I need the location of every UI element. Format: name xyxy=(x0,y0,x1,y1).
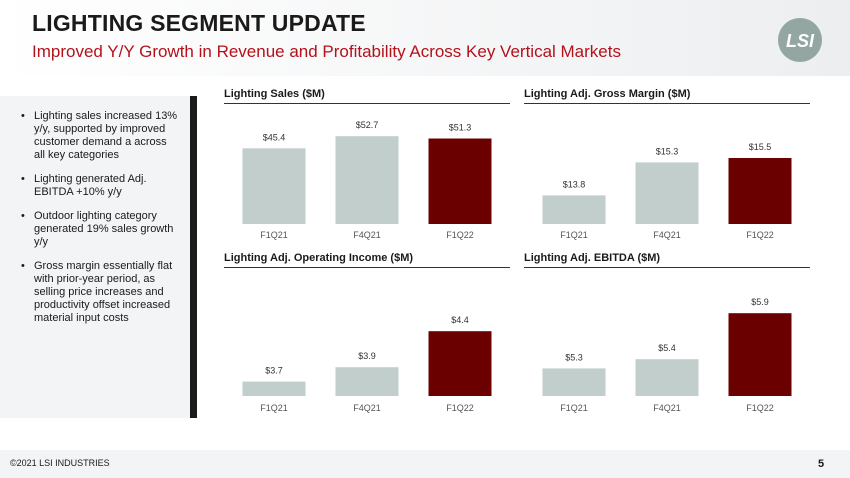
lsi-logo-circle xyxy=(778,18,822,62)
bar-f1q21 xyxy=(242,381,306,396)
lighting-sales-chart: Lighting Sales ($M) $45.4 F1Q21 $52.7 F4Q21… xyxy=(224,88,510,248)
data-label: $45.4 xyxy=(263,132,286,142)
slide-subtitle: Improved Y/Y Growth in Revenue and Profi… xyxy=(32,42,621,61)
data-label: $15.5 xyxy=(749,142,772,152)
bar-f1q21 xyxy=(542,195,606,224)
bar-f1q21 xyxy=(242,148,306,224)
bullet-item: Gross margin essentially flat with prior… xyxy=(20,260,180,325)
category-tick-label: F4Q21 xyxy=(353,403,381,413)
chart-title: Lighting Adj. Operating Income ($M) xyxy=(224,252,414,264)
page-number: 5 xyxy=(818,458,825,470)
chart-plot: $5.3 F1Q21 $5.4 F4Q21 $5.9 F1Q22 xyxy=(542,297,792,413)
chart-title-rule xyxy=(524,103,810,104)
copyright-text: ©2021 LSI INDUSTRIES xyxy=(10,458,110,468)
category-tick-label: F1Q21 xyxy=(260,403,288,413)
data-label: $5.3 xyxy=(565,352,583,362)
category-tick-label: F4Q21 xyxy=(653,230,681,240)
operating-income-chart: Lighting Adj. Operating Income ($M) $3.7… xyxy=(224,252,510,418)
slide-footer xyxy=(0,450,850,478)
bar-f4q21 xyxy=(635,162,699,224)
data-label: $3.7 xyxy=(265,366,283,376)
bullet-item: Lighting generated Adj. EBITDA +10% y/y xyxy=(20,173,180,199)
data-label: $51.3 xyxy=(449,123,472,133)
chart-title-rule xyxy=(224,103,510,104)
gross-margin-chart: Lighting Adj. Gross Margin ($M) $13.8 F1Q… xyxy=(524,88,810,248)
category-tick-label: F1Q22 xyxy=(746,403,774,413)
summary-panel-divider xyxy=(190,96,197,418)
slide-header: LIGHTING SEGMENT UPDATE Improved Y/Y Gro… xyxy=(0,0,850,76)
category-tick-label: F1Q21 xyxy=(260,230,288,240)
category-tick-label: F1Q22 xyxy=(446,403,474,413)
adj-ebitda-chart: Lighting Adj. EBITDA ($M) $5.3 F1Q21 $5.4 F… xyxy=(524,252,810,418)
bar-f1q22 xyxy=(728,313,792,396)
data-label: $3.9 xyxy=(358,351,376,361)
chart-title: Lighting Sales ($M) xyxy=(224,88,325,100)
bullet-item: Lighting sales increased 13% y/y, suppor… xyxy=(20,110,180,162)
category-tick-label: F1Q21 xyxy=(560,403,588,413)
chart-title: Lighting Adj. EBITDA ($M) xyxy=(524,252,661,264)
chart-title-rule xyxy=(224,267,510,268)
bar-f1q22 xyxy=(428,331,492,396)
bullet-item: Outdoor lighting category generated 19% … xyxy=(20,210,180,249)
lsi-logo: LSI xyxy=(778,18,822,62)
data-label: $52.7 xyxy=(356,120,379,130)
data-label: $4.4 xyxy=(451,315,469,325)
category-tick-label: F1Q22 xyxy=(746,230,774,240)
bar-f1q21 xyxy=(542,368,606,396)
slide-title: LIGHTING SEGMENT UPDATE xyxy=(32,10,366,36)
chart-plot: $13.8 F1Q21 $15.3 F4Q21 $15.5 F1Q22 xyxy=(542,142,792,240)
data-label: $13.8 xyxy=(563,179,586,189)
category-tick-label: F4Q21 xyxy=(653,403,681,413)
bar-f4q21 xyxy=(335,367,399,396)
bar-f4q21 xyxy=(635,359,699,396)
category-tick-label: F1Q21 xyxy=(560,230,588,240)
lsi-logo-text: LSI xyxy=(786,31,815,51)
bar-f1q22 xyxy=(428,138,492,224)
chart-plot: $45.4 F1Q21 $52.7 F4Q21 $51.3 F1Q22 xyxy=(242,120,492,240)
data-label: $15.3 xyxy=(656,146,679,156)
bar-f4q21 xyxy=(335,136,399,224)
category-tick-label: F1Q22 xyxy=(446,230,474,240)
chart-title: Lighting Adj. Gross Margin ($M) xyxy=(524,88,691,100)
summary-bullets: Lighting sales increased 13% y/y, suppor… xyxy=(20,110,180,336)
data-label: $5.9 xyxy=(751,297,769,307)
chart-plot: $3.7 F1Q21 $3.9 F4Q21 $4.4 F1Q22 xyxy=(242,315,492,413)
category-tick-label: F4Q21 xyxy=(353,230,381,240)
data-label: $5.4 xyxy=(658,343,676,353)
bar-f1q22 xyxy=(728,158,792,224)
chart-title-rule xyxy=(524,267,810,268)
